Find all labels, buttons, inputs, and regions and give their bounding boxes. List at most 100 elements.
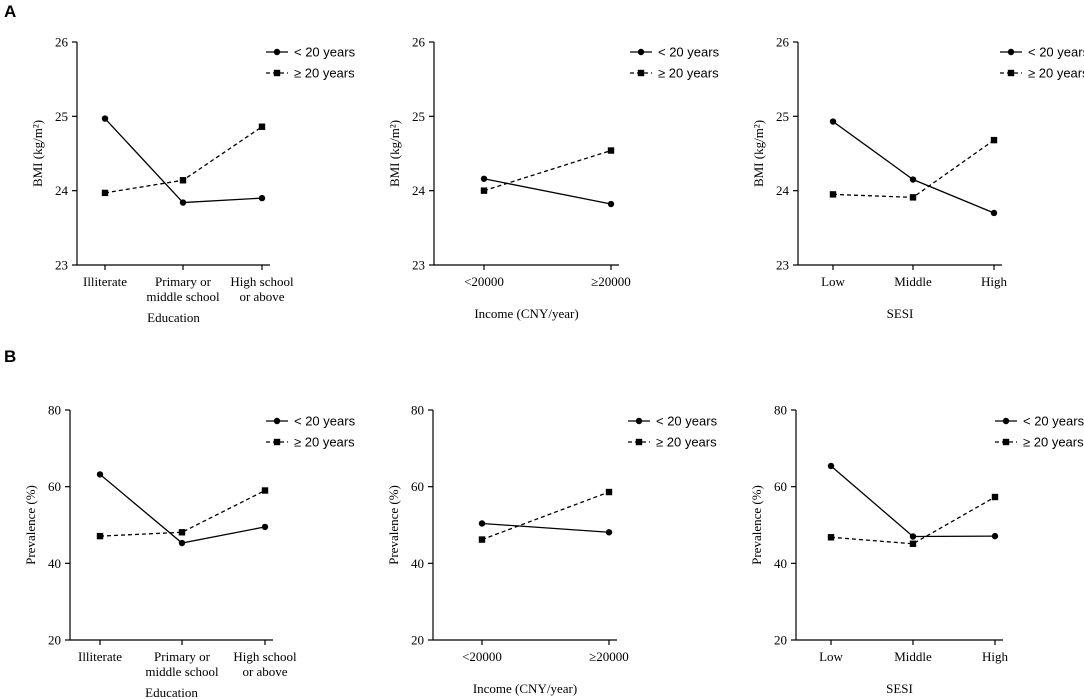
data-point bbox=[909, 176, 917, 183]
chart-1: 23 24 25 26 BMI (kg/m²) Illiterate Primary or m… bbox=[30, 35, 356, 326]
x-tick-label-line: Middle bbox=[894, 274, 932, 289]
legend-marker bbox=[635, 417, 643, 425]
legend-entry: < 20 years bbox=[630, 45, 720, 60]
series-under-20 bbox=[101, 115, 266, 206]
chart-4: 20 40 60 80 Prevalence (%) Illiterate Primary … bbox=[23, 403, 356, 699]
legend-marker bbox=[1007, 48, 1015, 56]
x-tick-label: Illiterate bbox=[83, 274, 127, 289]
y-tick-label: 80 bbox=[411, 403, 424, 418]
data-point bbox=[827, 462, 835, 470]
data-point bbox=[478, 520, 486, 527]
legend-label: < 20 years bbox=[294, 45, 356, 60]
x-tick-label-line: <20000 bbox=[464, 274, 504, 289]
x-tick-label-line: Illiterate bbox=[78, 649, 122, 664]
y-tick-label: 23 bbox=[412, 258, 425, 273]
legend-label: < 20 years bbox=[1023, 414, 1084, 429]
legend-label: ≥ 20 years bbox=[294, 435, 355, 450]
legend-label: < 20 years bbox=[658, 45, 720, 60]
y-tick-label: 26 bbox=[55, 35, 69, 50]
data-point bbox=[258, 194, 266, 202]
data-point bbox=[179, 199, 187, 206]
legend-entry: ≥ 20 years bbox=[628, 435, 717, 450]
series-line bbox=[481, 522, 610, 533]
y-tick-label: 24 bbox=[412, 183, 426, 198]
legend-label: ≥ 20 years bbox=[656, 435, 717, 450]
charts: 23 24 25 26 BMI (kg/m²) Illiterate Primary or m… bbox=[23, 35, 1084, 699]
y-tick-label: 26 bbox=[776, 35, 790, 50]
x-tick-label: ≥20000 bbox=[589, 649, 629, 664]
legend-entry: ≥ 20 years bbox=[266, 435, 355, 450]
y-tick-label: 26 bbox=[412, 35, 426, 50]
x-tick-label-line: ≥20000 bbox=[589, 649, 629, 664]
legend-entry: < 20 years bbox=[628, 414, 718, 429]
legend-marker bbox=[1002, 417, 1010, 425]
x-tick-label: High bbox=[981, 274, 1008, 289]
x-tick-label-line: or above bbox=[242, 664, 287, 679]
data-point bbox=[607, 147, 615, 154]
y-tick-label: 60 bbox=[48, 479, 61, 494]
x-axis-title: Education bbox=[145, 685, 198, 699]
panel-label-b: B bbox=[4, 347, 16, 366]
y-tick-label: 23 bbox=[776, 258, 789, 273]
x-axis-title: Education bbox=[147, 310, 200, 325]
series-over-20 bbox=[829, 136, 998, 201]
x-tick-label: High school or above bbox=[230, 274, 294, 304]
data-point bbox=[827, 534, 835, 541]
legend-marker bbox=[637, 48, 645, 56]
y-tick-label: 60 bbox=[411, 479, 424, 494]
series-over-20 bbox=[480, 147, 615, 194]
x-tick-label-line: or above bbox=[239, 289, 284, 304]
y-axis-title: Prevalence (%) bbox=[386, 485, 401, 565]
y-tick-label: 80 bbox=[774, 403, 787, 418]
x-tick-label-line: Primary or bbox=[155, 274, 212, 289]
data-point bbox=[101, 189, 109, 197]
data-point bbox=[909, 540, 917, 547]
x-tick-label: High bbox=[982, 649, 1009, 664]
y-axis-title: BMI (kg/m²) bbox=[387, 120, 402, 187]
x-axis-title: SESI bbox=[886, 681, 913, 696]
data-point bbox=[101, 115, 109, 122]
y-tick-label: 25 bbox=[412, 109, 425, 124]
y-tick-label: 40 bbox=[411, 556, 424, 571]
x-tick-label-line: High school bbox=[233, 649, 297, 664]
series-under-20 bbox=[478, 520, 613, 536]
y-tick-label: 40 bbox=[48, 556, 61, 571]
y-tick-label: 80 bbox=[48, 403, 61, 418]
data-point bbox=[96, 471, 104, 478]
x-tick-label-line: High bbox=[982, 649, 1009, 664]
series-over-20 bbox=[101, 123, 266, 197]
series-over-20 bbox=[478, 488, 613, 543]
legend-entry: < 20 years bbox=[266, 414, 356, 429]
data-point bbox=[261, 487, 269, 494]
data-point bbox=[991, 493, 999, 501]
x-tick-label: Middle bbox=[894, 649, 932, 664]
legend-label: < 20 years bbox=[294, 414, 356, 429]
series-line bbox=[104, 118, 263, 204]
legend-marker bbox=[273, 417, 281, 425]
x-axis-title: SESI bbox=[887, 306, 914, 321]
legend-marker bbox=[637, 69, 645, 77]
data-point bbox=[480, 187, 488, 194]
series-over-20 bbox=[827, 493, 999, 547]
data-point bbox=[96, 532, 104, 540]
data-point bbox=[990, 209, 998, 217]
x-tick-label-line: High school bbox=[230, 274, 294, 289]
series-over-20 bbox=[96, 487, 269, 540]
y-tick-label: 24 bbox=[776, 183, 790, 198]
series-line bbox=[483, 149, 612, 192]
legend-label: ≥ 20 years bbox=[658, 66, 719, 81]
x-tick-label-line: Low bbox=[821, 274, 845, 289]
legend-entry: < 20 years bbox=[995, 414, 1084, 429]
y-tick-label: 23 bbox=[55, 258, 68, 273]
x-tick-label-line: middle school bbox=[146, 289, 220, 304]
y-tick-label: 20 bbox=[48, 633, 61, 648]
data-point bbox=[607, 200, 615, 208]
y-axis-title: BMI (kg/m²) bbox=[751, 120, 766, 187]
series-under-20 bbox=[827, 462, 999, 540]
series-line bbox=[830, 465, 996, 538]
data-point bbox=[990, 136, 998, 144]
data-point bbox=[480, 175, 488, 182]
legend-label: ≥ 20 years bbox=[1023, 435, 1084, 450]
legend-entry: ≥ 20 years bbox=[630, 66, 719, 81]
